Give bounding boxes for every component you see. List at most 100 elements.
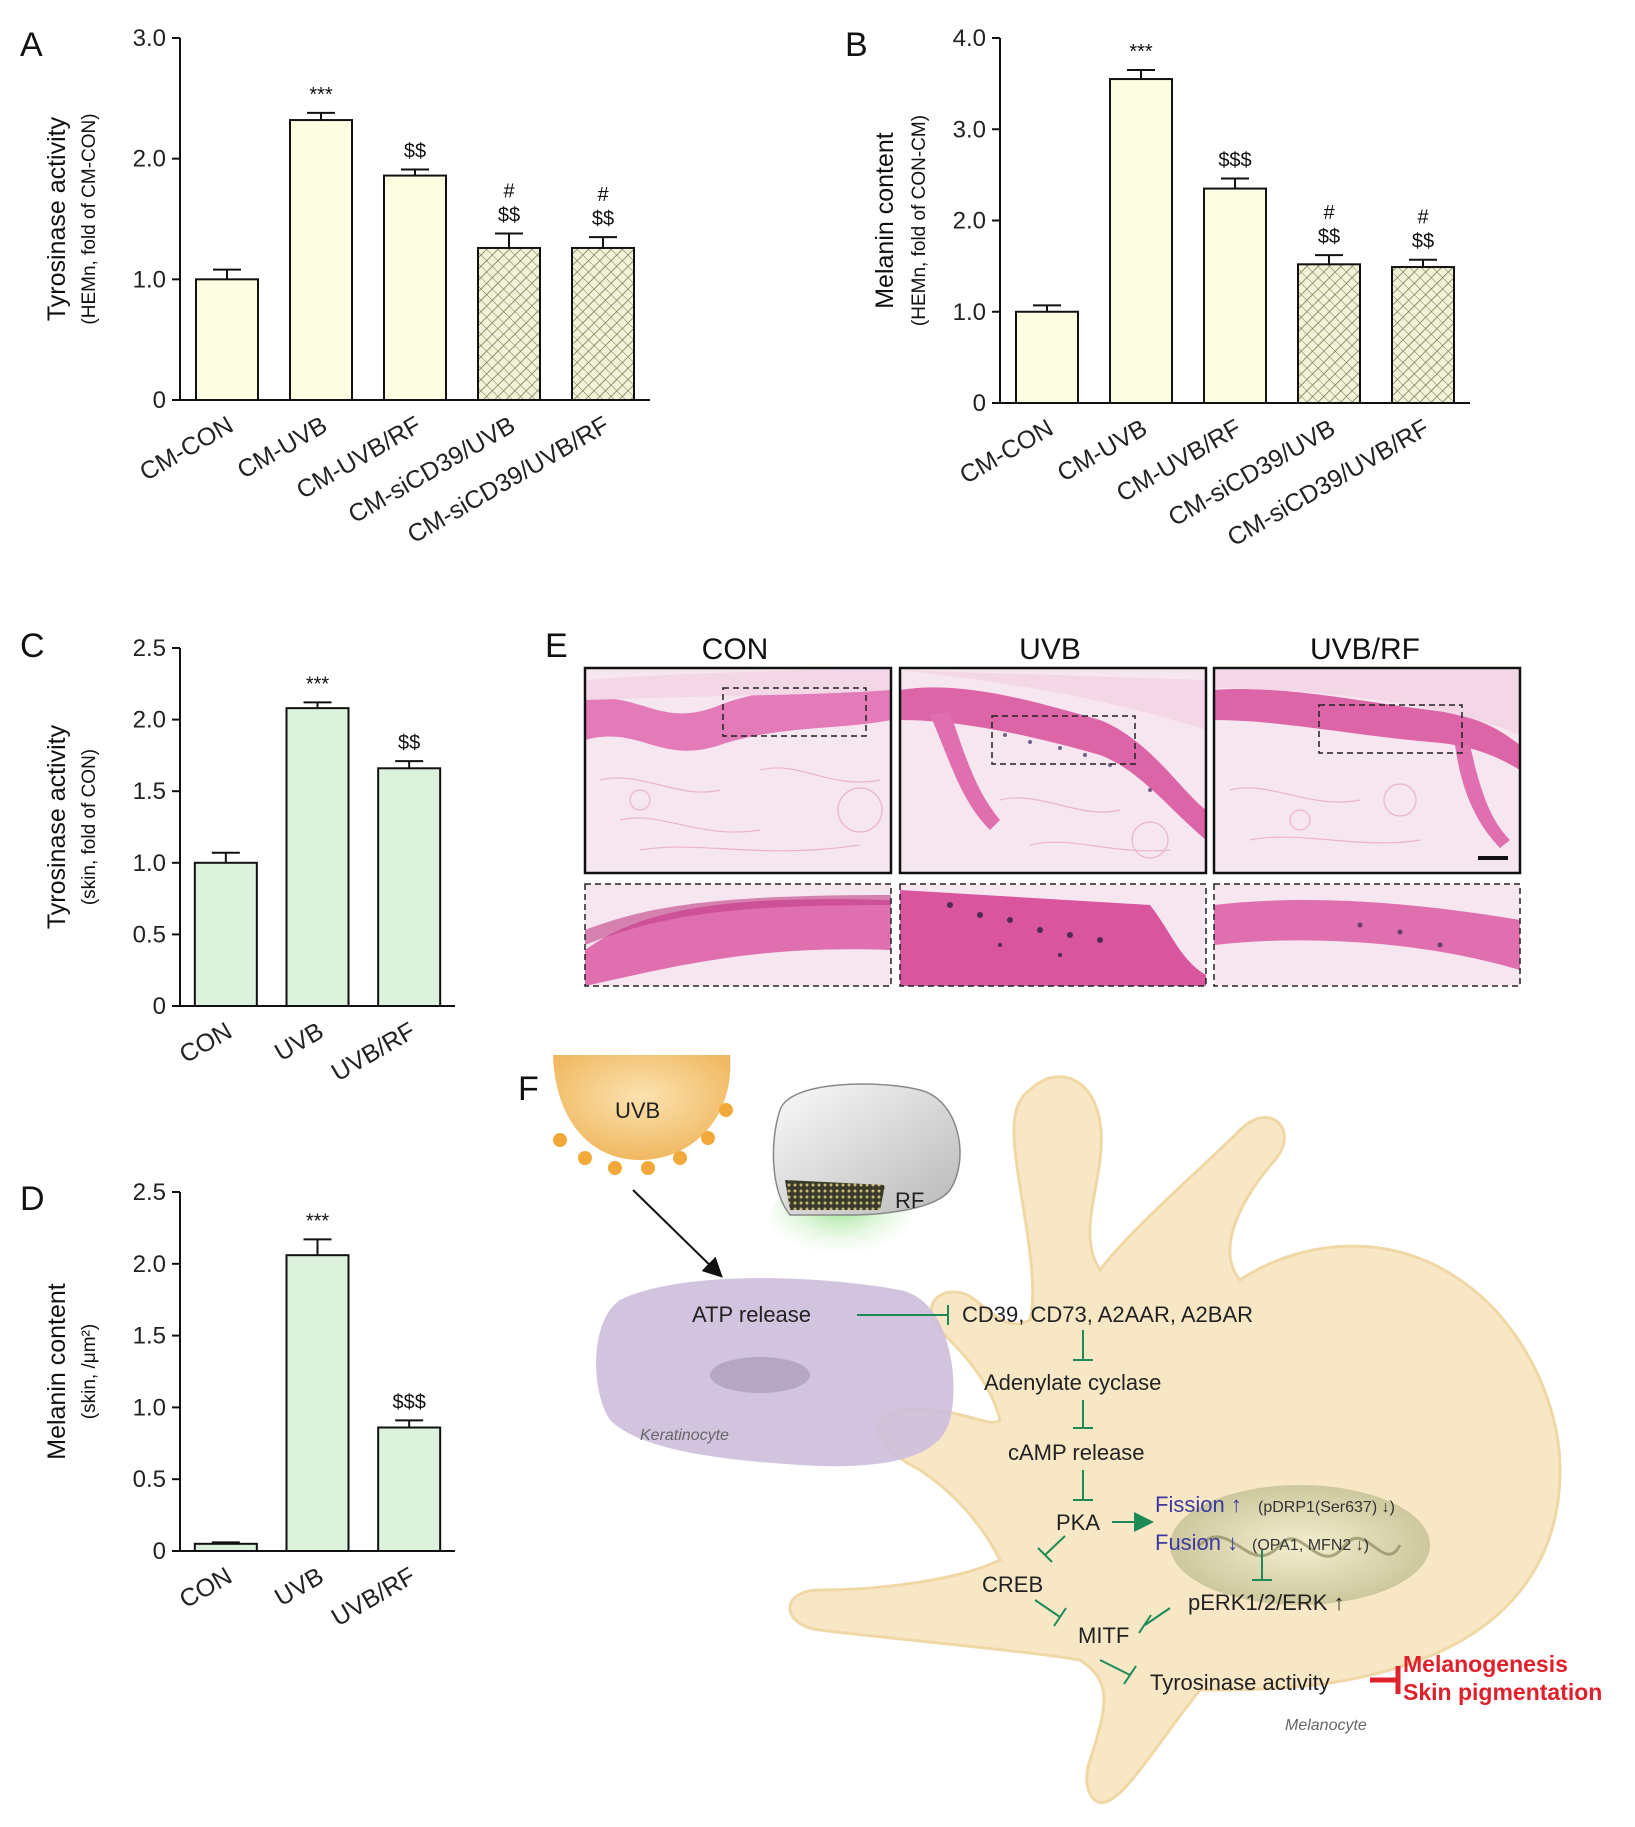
- chart-d: 0 0.5 1.0 1.5 2.0 2.5 Melanin content (skin, /μ…: [43, 1179, 455, 1632]
- keratinocyte-label: Keratinocyte: [640, 1427, 729, 1444]
- mitochondrion-graphic: [1170, 1485, 1430, 1605]
- bar: [477, 246, 541, 401]
- y-tick-label: 0: [153, 1538, 166, 1565]
- y-tick-label: 0: [973, 390, 986, 417]
- category-label: UVB/RF: [327, 1562, 420, 1632]
- bar: [377, 1426, 442, 1553]
- fusion-detail: (OPA1, MFN2 ↓): [1252, 1537, 1369, 1554]
- y-tick-label: 2.0: [953, 208, 986, 235]
- y-tick-label: 2.5: [133, 1179, 166, 1206]
- bar: [1203, 187, 1267, 404]
- y-axis-sublabel: (skin, /μm²): [79, 1324, 100, 1419]
- bar: [193, 861, 258, 1007]
- significance-label: $$$: [392, 1391, 425, 1413]
- rf-device-icon: RF: [770, 1083, 961, 1265]
- y-axis-sublabel: (HEMn, fold of CON-CM): [909, 115, 930, 326]
- y-tick-label: 3.0: [953, 116, 986, 143]
- fusion-label: Fusion ↓: [1155, 1530, 1238, 1555]
- category-label: CM-CON: [955, 414, 1058, 490]
- pathway-diagram: Keratinocyte Melanocyte UVB RF: [553, 1055, 1602, 1804]
- panel-letter-e: E: [545, 627, 568, 665]
- bar: [1015, 310, 1079, 404]
- y-tick-label: 1.5: [133, 1323, 166, 1350]
- y-tick-label: 0: [153, 993, 166, 1020]
- bar: [289, 119, 353, 401]
- y-tick-label: 2.5: [133, 635, 166, 662]
- bar: [1297, 263, 1361, 404]
- significance-label: $$: [498, 204, 520, 226]
- creb-label: CREB: [982, 1572, 1043, 1597]
- tyrosinase-activity-label: Tyrosinase activity: [1150, 1670, 1330, 1695]
- significance-label: #: [503, 180, 515, 202]
- significance-label: #: [1417, 207, 1429, 229]
- bar: [377, 767, 442, 1008]
- bar: [285, 707, 350, 1007]
- y-tick-label: 1.0: [133, 1394, 166, 1421]
- bar: [1391, 266, 1455, 404]
- y-tick-label: 0.5: [133, 1466, 166, 1493]
- keratinocyte-nucleus: [710, 1357, 810, 1393]
- significance-label: ***: [309, 84, 333, 106]
- panel-letter-a: A: [20, 26, 43, 64]
- significance-label: ***: [1129, 41, 1153, 63]
- melanogenesis-label: Melanogenesis: [1403, 1651, 1568, 1677]
- y-tick-label: 4.0: [953, 25, 986, 52]
- melanocyte-shape: [788, 1075, 1562, 1804]
- bar: [571, 246, 635, 401]
- y-tick-label: 2.0: [133, 707, 166, 734]
- y-tick-label: 1.5: [133, 778, 166, 805]
- y-axis-label: Melanin content: [871, 132, 899, 309]
- y-tick-label: 1.0: [953, 299, 986, 326]
- significance-label: $$: [404, 141, 426, 163]
- bar: [193, 1542, 258, 1552]
- histo-zoom-con: [584, 883, 892, 987]
- adenylate-cyclase-label: Adenylate cyclase: [984, 1370, 1161, 1395]
- rf-label: RF: [895, 1188, 924, 1213]
- histo-zoom-uvb: [899, 883, 1207, 987]
- significance-label: $$: [1318, 226, 1340, 248]
- significance-label: ***: [306, 673, 330, 695]
- uvb-label: UVB: [615, 1098, 660, 1123]
- panel-letter-c: C: [20, 627, 45, 665]
- y-tick-label: 0: [153, 387, 166, 414]
- panel-letter-d: D: [20, 1180, 45, 1218]
- red-inhibition: [1370, 1666, 1401, 1694]
- histo-title-con: CON: [702, 633, 769, 666]
- melanocyte-label: Melanocyte: [1285, 1717, 1367, 1734]
- histo-title-uvb: UVB: [1019, 633, 1081, 666]
- significance-label: $$: [592, 208, 614, 230]
- histo-image-uvb: [898, 666, 1208, 875]
- category-label: UVB: [270, 1562, 329, 1612]
- category-label: UVB/RF: [327, 1017, 420, 1087]
- histo-image-uvb-rf: [1212, 666, 1522, 875]
- bar: [195, 278, 259, 402]
- category-label: CON: [175, 1017, 237, 1069]
- bar: [1109, 78, 1173, 404]
- bar: [285, 1254, 350, 1552]
- histology-panel: CON UVB UVB/RF: [583, 633, 1522, 987]
- y-tick-label: 0.5: [133, 921, 166, 948]
- camp-release-label: cAMP release: [1008, 1440, 1145, 1465]
- mitf-label: MITF: [1078, 1623, 1129, 1648]
- fission-label: Fission ↑: [1155, 1492, 1242, 1517]
- chart-a: 0 1.0 2.0 3.0 Tyrosinase activity (HEMn, fold…: [43, 25, 650, 549]
- receptors-label: CD39, CD73, A2AAR, A2BAR: [962, 1302, 1253, 1327]
- inhibition-lines: [857, 1305, 1272, 1685]
- bar: [383, 174, 447, 401]
- y-tick-label: 1.0: [133, 266, 166, 293]
- y-axis-label: Tyrosinase activity: [43, 116, 71, 321]
- category-label: CM-CON: [135, 411, 238, 487]
- panel-letter-f: F: [518, 1070, 539, 1108]
- y-tick-label: 2.0: [133, 146, 166, 173]
- significance-label: #: [1323, 202, 1335, 224]
- pka-label: PKA: [1056, 1510, 1100, 1535]
- panel-letter-b: B: [845, 26, 868, 64]
- chart-c: 0 0.5 1.0 1.5 2.0 2.5 Tyrosinase activity (skin…: [43, 635, 455, 1087]
- significance-label: #: [597, 184, 609, 206]
- fission-detail: (pDRP1(Ser637) ↓): [1258, 1499, 1395, 1516]
- y-axis-sublabel: (HEMn, fold of CM-CON): [79, 113, 100, 324]
- histo-zoom-uvb-rf: [1213, 883, 1521, 987]
- chart-b: 0 1.0 2.0 3.0 4.0 Melanin content (HEMn, fold …: [871, 25, 1470, 552]
- uvb-sun-icon: UVB: [553, 1055, 733, 1175]
